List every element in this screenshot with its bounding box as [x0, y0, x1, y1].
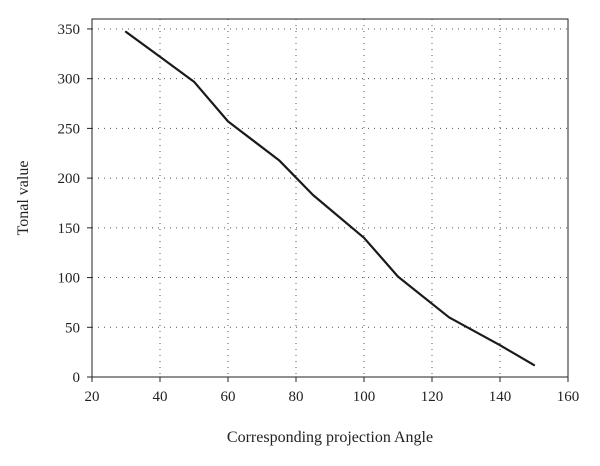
grid [92, 19, 568, 377]
y-tick-label: 300 [58, 72, 81, 88]
y-tick-labels: 0 50 100 150 200 250 300 350 [58, 22, 81, 386]
y-tick-label: 250 [58, 121, 81, 137]
y-tick-label: 150 [58, 221, 81, 237]
plot-frame [91, 18, 569, 378]
x-tick-label: 20 [85, 389, 100, 405]
y-tick-label: 0 [73, 370, 81, 386]
series-line [124, 30, 536, 367]
x-tick-label: 160 [557, 389, 580, 405]
x-tick-label: 80 [289, 389, 304, 405]
y-tick-label: 200 [58, 171, 81, 187]
x-tick-label: 100 [353, 389, 376, 405]
x-tick-label: 120 [421, 389, 444, 405]
x-tick-label: 40 [153, 389, 168, 405]
x-tick-label: 60 [221, 389, 236, 405]
y-tick-label: 100 [58, 271, 81, 287]
x-tick-labels: 20 40 60 80 100 120 140 160 [85, 389, 580, 405]
y-tick-label: 350 [58, 22, 81, 38]
series-layer [124, 30, 536, 367]
axis-ticks [87, 28, 569, 382]
x-axis-title: Corresponding projection Angle [227, 429, 433, 446]
y-axis-title: Tonal value [15, 161, 32, 236]
x-tick-label: 140 [489, 389, 512, 405]
y-tick-label: 50 [65, 320, 80, 336]
